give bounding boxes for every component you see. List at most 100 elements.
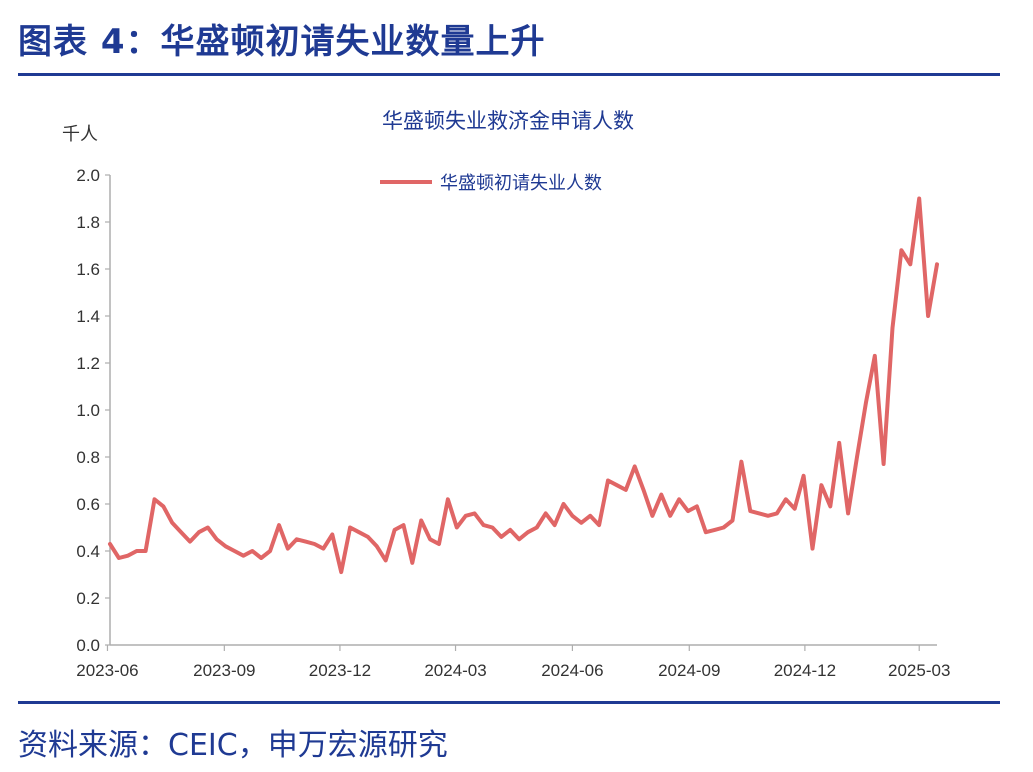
data-point bbox=[677, 497, 681, 501]
data-point bbox=[464, 514, 468, 518]
data-point bbox=[268, 549, 272, 553]
data-point bbox=[348, 525, 352, 530]
x-ticks: 2023-06 2023-09 2023-12 2024-03 2024-06 2024-… bbox=[76, 645, 950, 680]
data-point bbox=[517, 537, 521, 541]
data-point bbox=[588, 514, 592, 518]
data-point bbox=[393, 528, 397, 532]
y-ticks: 0.0 0.2 0.4 0.6 0.8 1.0 1.2 1.4 1.6 1.8 2.0 bbox=[76, 166, 110, 655]
y-tick-label: 0.8 bbox=[76, 448, 100, 467]
data-point bbox=[544, 511, 548, 515]
data-point bbox=[775, 511, 779, 515]
data-point bbox=[481, 523, 486, 527]
data-point bbox=[304, 540, 308, 544]
data-point bbox=[579, 521, 583, 525]
page-title: 图表 4：华盛顿初请失业数量上升 bbox=[18, 22, 546, 62]
data-point bbox=[321, 547, 325, 551]
y-tick-label: 0.0 bbox=[76, 636, 100, 655]
data-point bbox=[330, 532, 334, 537]
x-tick-label: 2023-12 bbox=[309, 661, 371, 680]
data-point bbox=[499, 535, 503, 539]
data-point bbox=[908, 262, 912, 266]
source-note: 资料来源：CEIC，申万宏源研究 bbox=[18, 728, 448, 763]
data-point bbox=[739, 460, 744, 464]
data-point bbox=[241, 554, 245, 558]
x-tick-label: 2024-03 bbox=[424, 661, 486, 680]
data-point bbox=[553, 523, 557, 527]
data-point bbox=[793, 507, 797, 511]
data-point bbox=[784, 497, 788, 501]
y-tick-label: 0.4 bbox=[76, 542, 100, 561]
data-point bbox=[126, 554, 130, 558]
y-tick-label: 1.0 bbox=[76, 401, 100, 420]
data-point bbox=[144, 549, 148, 553]
data-point bbox=[535, 525, 539, 530]
data-point bbox=[926, 314, 930, 318]
data-point bbox=[810, 547, 815, 551]
data-point bbox=[722, 525, 726, 530]
data-point bbox=[650, 514, 655, 518]
data-point bbox=[837, 441, 841, 445]
data-point bbox=[117, 556, 121, 560]
data-point bbox=[108, 542, 112, 546]
data-point bbox=[615, 483, 619, 487]
data-point bbox=[935, 262, 939, 266]
data-point bbox=[668, 514, 672, 518]
data-point bbox=[419, 518, 423, 523]
data-point bbox=[641, 488, 646, 492]
data-point bbox=[375, 544, 379, 548]
data-point bbox=[277, 523, 281, 527]
y-tick-label: 1.8 bbox=[76, 213, 100, 232]
x-tick-label: 2024-09 bbox=[658, 661, 720, 680]
data-point bbox=[633, 464, 637, 468]
data-point bbox=[473, 511, 477, 515]
data-point bbox=[819, 483, 824, 487]
data-point bbox=[890, 326, 895, 330]
data-point bbox=[730, 518, 735, 523]
y-tick-label: 1.2 bbox=[76, 354, 100, 373]
data-point bbox=[882, 462, 886, 466]
data-point bbox=[597, 523, 601, 527]
data-point bbox=[864, 401, 868, 405]
data-point bbox=[259, 556, 263, 560]
data-point bbox=[757, 511, 761, 515]
legend-label: 华盛顿初请失业人数 bbox=[440, 173, 602, 194]
data-point bbox=[606, 478, 610, 483]
data-point bbox=[855, 455, 859, 459]
data-point bbox=[766, 514, 770, 518]
data-point bbox=[873, 354, 877, 358]
data-point bbox=[286, 547, 290, 551]
data-point bbox=[135, 549, 139, 553]
data-point bbox=[748, 509, 752, 513]
data-point bbox=[312, 542, 317, 546]
y-tick-label: 0.6 bbox=[76, 495, 100, 514]
data-point bbox=[508, 528, 512, 532]
data-point bbox=[206, 525, 210, 530]
series-line bbox=[108, 196, 939, 575]
title-divider bbox=[18, 73, 1000, 76]
data-point bbox=[686, 509, 690, 513]
data-points bbox=[108, 196, 939, 574]
data-point bbox=[659, 493, 663, 497]
legend: 华盛顿初请失业人数 bbox=[380, 173, 602, 194]
y-tick-label: 2.0 bbox=[76, 166, 100, 185]
data-point bbox=[899, 248, 904, 252]
data-point bbox=[232, 549, 237, 553]
data-point bbox=[490, 525, 494, 530]
footer-divider bbox=[18, 701, 1000, 704]
data-point bbox=[188, 540, 192, 544]
data-point bbox=[250, 549, 254, 553]
data-point bbox=[695, 504, 699, 508]
data-point bbox=[295, 537, 299, 541]
data-point bbox=[455, 525, 459, 530]
series-layer bbox=[108, 196, 939, 575]
data-point bbox=[828, 504, 832, 508]
x-tick-label: 2023-09 bbox=[193, 661, 255, 680]
data-point bbox=[161, 504, 165, 508]
data-point bbox=[713, 528, 717, 532]
data-point bbox=[179, 530, 183, 534]
x-tick-label: 2024-06 bbox=[541, 661, 603, 680]
data-point bbox=[384, 558, 388, 563]
data-point bbox=[197, 530, 201, 534]
data-point bbox=[170, 521, 174, 525]
